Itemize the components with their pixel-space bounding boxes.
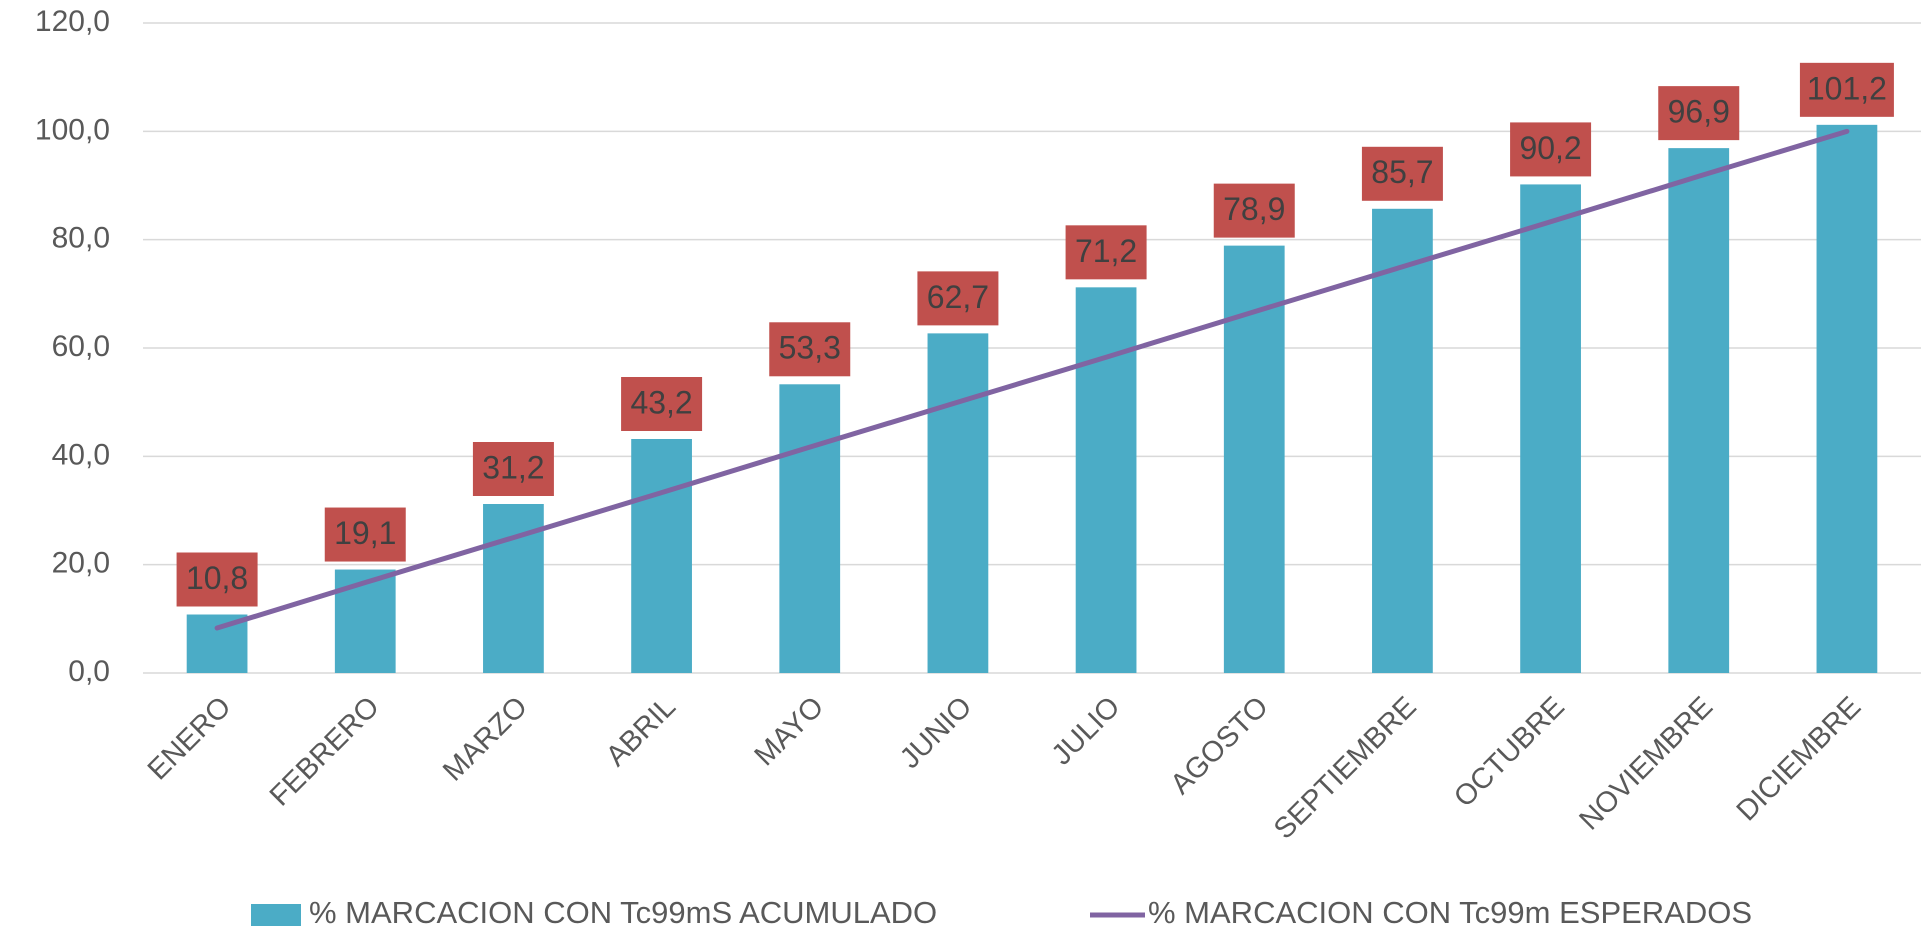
data-label: 78,9 xyxy=(1223,191,1285,227)
x-tick-label: OCTUBRE xyxy=(1448,691,1571,814)
x-tick-label: FEBRERO xyxy=(264,691,386,813)
data-label-box xyxy=(769,322,851,377)
data-label-box xyxy=(621,377,703,431)
data-label-box xyxy=(472,442,554,496)
data-label: 10,8 xyxy=(186,560,248,596)
data-label: 90,2 xyxy=(1519,130,1581,166)
data-label: 19,1 xyxy=(334,515,396,551)
bar xyxy=(927,333,989,673)
data-label-box xyxy=(1658,86,1740,141)
data-label-box xyxy=(324,507,406,562)
y-tick-label: 20,0 xyxy=(52,547,110,580)
legend-label: % MARCACION CON Tc99m ESPERADOS xyxy=(1148,895,1752,930)
data-label-box xyxy=(1510,122,1592,177)
x-tick-label: JULIO xyxy=(1046,691,1127,772)
x-tick-label: ENERO xyxy=(142,691,238,787)
y-tick-label: 120,0 xyxy=(35,5,110,38)
y-tick-label: 60,0 xyxy=(52,330,110,363)
legend-label: % MARCACION CON Tc99mS ACUMULADO xyxy=(309,895,937,930)
data-label-box xyxy=(176,552,258,607)
legend-swatch xyxy=(251,904,301,926)
x-tick-label: AGOSTO xyxy=(1165,691,1275,801)
x-tick-label: MAYO xyxy=(749,691,830,772)
x-tick-label: ABRIL xyxy=(600,691,682,773)
bar xyxy=(779,384,841,673)
x-tick-label: DICIEMBRE xyxy=(1731,691,1868,828)
data-label-box xyxy=(1213,183,1295,238)
y-tick-label: 100,0 xyxy=(35,113,110,146)
data-label: 71,2 xyxy=(1075,233,1137,269)
y-tick-label: 0,0 xyxy=(68,655,110,688)
x-tick-label: JUNIO xyxy=(894,691,978,775)
data-label-box xyxy=(1065,225,1147,280)
data-label: 101,2 xyxy=(1807,70,1887,106)
bar xyxy=(1520,184,1581,673)
y-tick-label: 40,0 xyxy=(52,438,110,471)
data-label-box xyxy=(917,271,999,326)
x-tick-label: NOVIEMBRE xyxy=(1573,691,1719,837)
bar xyxy=(1816,124,1878,674)
bar xyxy=(1668,148,1730,673)
bar xyxy=(1075,287,1137,673)
data-label: 53,3 xyxy=(779,330,841,366)
x-tick-label: MARZO xyxy=(437,691,534,788)
data-label-box xyxy=(1361,146,1443,201)
y-tick-label: 80,0 xyxy=(52,222,110,255)
data-label: 31,2 xyxy=(482,449,544,485)
data-label: 85,7 xyxy=(1371,154,1433,190)
data-label: 43,2 xyxy=(630,384,692,420)
data-label-box xyxy=(1799,62,1894,117)
data-label: 62,7 xyxy=(927,279,989,315)
bar xyxy=(631,439,692,673)
line xyxy=(214,128,1850,631)
bar xyxy=(1372,208,1433,673)
x-tick-label: SEPTIEMBRE xyxy=(1268,691,1423,846)
data-label: 96,9 xyxy=(1668,94,1730,130)
